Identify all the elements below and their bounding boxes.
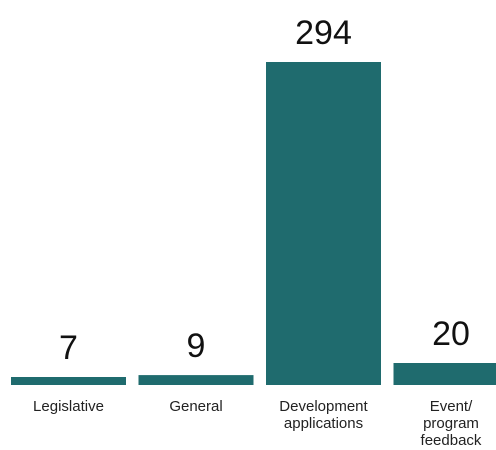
category-label-line: program xyxy=(423,415,479,432)
bar-1 xyxy=(138,375,254,385)
category-label-3: Event/program feedback xyxy=(421,398,482,449)
category-label-line: applications xyxy=(284,415,363,432)
bar-3 xyxy=(393,363,496,385)
data-label-0: 7 xyxy=(59,329,78,367)
category-label-0: Legislative xyxy=(33,398,104,415)
category-label-line: Development xyxy=(279,398,368,415)
category-label-line: Event/ xyxy=(430,398,473,415)
bar-0 xyxy=(11,377,126,385)
bar-2 xyxy=(266,62,381,385)
data-label-2: 294 xyxy=(295,14,352,52)
category-label-2: Development applications xyxy=(279,398,368,432)
category-label-line: General xyxy=(169,398,222,415)
category-label-line: feedback xyxy=(421,432,482,449)
data-label-3: 20 xyxy=(432,315,470,353)
data-label-1: 9 xyxy=(187,327,206,365)
category-label-line: Legislative xyxy=(33,398,104,415)
category-label-1: General xyxy=(169,398,222,415)
